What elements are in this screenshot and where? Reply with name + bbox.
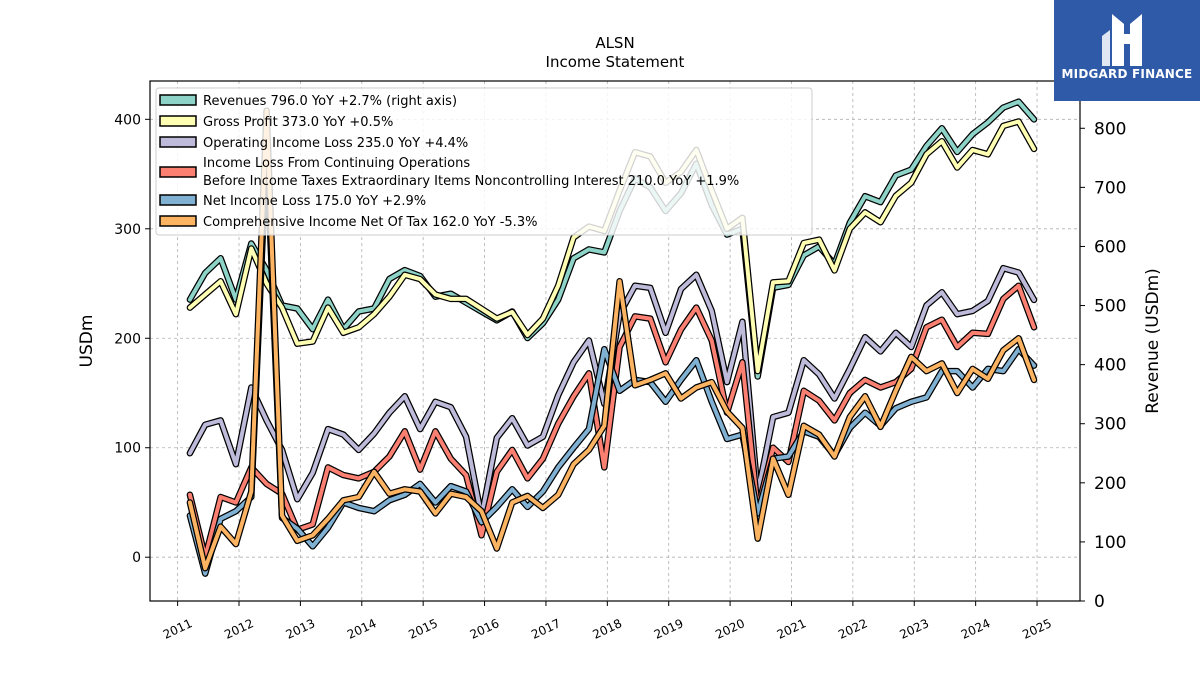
y-tick-label: 0: [132, 550, 141, 566]
legend-swatch: [159, 215, 197, 227]
legend-label: Revenues 796.0 YoY +2.7% (right axis): [203, 94, 457, 109]
plot-frame: [149, 80, 1081, 602]
x-tick-label: 2025: [1020, 616, 1054, 642]
legend-label: Net Income Loss 175.0 YoY +2.9%: [203, 194, 426, 209]
x-tick-label: 2022: [836, 616, 870, 642]
y-tick-label: 100: [114, 441, 141, 457]
x-tick-label: 2018: [591, 616, 625, 642]
y-tick-label: 300: [114, 222, 141, 238]
legend-box: [155, 87, 813, 236]
y-axis-label: USDm: [77, 315, 97, 368]
legend-label: Before Income Taxes Extraordinary Items …: [203, 174, 739, 189]
midgard-finance-logo: MIDGARD FINANCE: [1054, 0, 1200, 101]
x-tick-label: 2021: [775, 616, 809, 642]
y-right-axis-label: Revenue (USDm): [1143, 268, 1163, 414]
x-tick-label: 2024: [959, 616, 993, 642]
series-line: [187, 283, 1036, 560]
y-tick-label: 200: [114, 331, 141, 347]
y-tick-label: 400: [114, 112, 141, 128]
y-right-tick-label: 800: [1094, 119, 1126, 139]
y-right-tick-label: 600: [1094, 237, 1126, 257]
logo-text: MIDGARD FINANCE: [1061, 67, 1193, 81]
y-right-tick-label: 700: [1094, 178, 1126, 198]
x-tick-label: 2013: [284, 616, 318, 642]
y-right-tick-label: 500: [1094, 297, 1126, 317]
legend-swatch: [159, 94, 197, 106]
legend-swatch: [159, 115, 197, 127]
x-tick-label: 2016: [468, 616, 502, 642]
legend-label: Operating Income Loss 235.0 YoY +4.4%: [203, 136, 468, 151]
legend-label: Income Loss From Continuing Operations: [203, 156, 470, 171]
x-tick-label: 2020: [713, 616, 747, 642]
chart-title: ALSN: [595, 34, 635, 52]
x-tick-label: 2019: [652, 616, 686, 642]
chart-subtitle: Income Statement: [545, 53, 685, 71]
x-tick-label: 2011: [161, 616, 195, 642]
x-tick-label: 2012: [222, 616, 256, 642]
y-right-tick-label: 300: [1094, 415, 1126, 435]
x-tick-label: 2023: [897, 616, 931, 642]
y-right-tick-label: 400: [1094, 356, 1126, 376]
y-right-tick-label: 100: [1094, 533, 1126, 553]
legend-swatch: [159, 194, 197, 206]
y-right-tick-label: 0: [1094, 592, 1105, 612]
legend-swatch: [159, 136, 197, 148]
legend-label: Comprehensive Income Net Of Tax 162.0 Yo…: [203, 215, 537, 230]
y-right-tick-label: 200: [1094, 474, 1126, 494]
legend-label: Gross Profit 373.0 YoY +0.5%: [203, 115, 393, 130]
x-tick-label: 2015: [406, 616, 440, 642]
series-line: [187, 108, 1036, 571]
logo-emblem-icon: [1102, 14, 1142, 66]
x-tick-label: 2014: [345, 616, 379, 642]
x-tick-label: 2017: [529, 616, 563, 642]
legend-swatch: [159, 166, 197, 178]
